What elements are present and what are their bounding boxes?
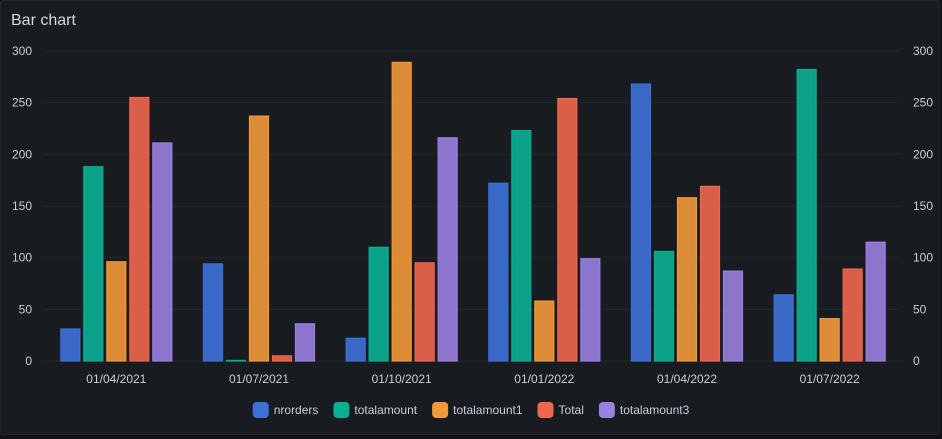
y-tick-label-right: 100 — [913, 251, 933, 265]
bar-Total[interactable] — [699, 185, 721, 362]
legend-label: totalamount — [354, 403, 417, 417]
grid-lines — [45, 50, 901, 362]
legend-swatch — [598, 402, 615, 418]
bar-nrorders[interactable] — [488, 182, 509, 362]
bar-totalamount[interactable] — [796, 68, 817, 362]
bar-totalamount1[interactable] — [819, 318, 840, 362]
bar-totalamount1[interactable] — [391, 61, 412, 362]
legend-label: totalamount3 — [620, 403, 690, 417]
x-tick-label: 01/10/2021 — [372, 372, 432, 386]
y-tick-label-right: 50 — [913, 302, 927, 316]
legend-item-totalamount1[interactable]: totalamount1 — [432, 402, 523, 418]
x-tick-label: 01/04/2022 — [657, 372, 717, 386]
y-tick-label-right: 150 — [913, 199, 933, 213]
legend-item-Total[interactable]: Total — [537, 402, 584, 418]
bar-totalamount3[interactable] — [152, 142, 173, 362]
y-tick-label-left: 300 — [12, 44, 32, 58]
y-tick-label-left: 250 — [12, 96, 32, 110]
bar-totalamount[interactable] — [83, 166, 104, 362]
y-tick-label-left: 200 — [12, 147, 32, 161]
bar-Total[interactable] — [557, 97, 578, 362]
y-tick-label-left: 150 — [12, 199, 32, 213]
legend-swatch — [432, 402, 449, 418]
bar-totalamount3[interactable] — [865, 241, 886, 362]
legend-item-totalamount3[interactable]: totalamount3 — [598, 402, 690, 418]
x-tick-label: 01/01/2022 — [514, 372, 574, 386]
y-axis-right: 0 50 100 150 200 250 300 — [913, 44, 933, 368]
x-tick-label: 01/07/2021 — [229, 372, 289, 386]
x-tick-label: 01/07/2022 — [800, 372, 860, 386]
bar-Total[interactable] — [271, 355, 293, 362]
bar-totalamount1[interactable] — [106, 261, 127, 362]
panel-title: Bar chart — [11, 12, 76, 29]
y-tick-label-left: 0 — [25, 354, 32, 368]
x-axis: 01/04/2021 01/07/2021 01/10/2021 01/01/2022… — [86, 372, 860, 386]
y-axis-left: 0 50 100 150 200 250 300 — [12, 44, 32, 368]
bar-totalamount3[interactable] — [437, 137, 458, 362]
legend: nrorders totalamount totalamount1 Total tota… — [252, 402, 690, 418]
legend-swatch — [252, 402, 269, 418]
bar-Total[interactable] — [842, 268, 863, 362]
bar-totalamount1[interactable] — [534, 300, 555, 362]
bar-totalamount3[interactable] — [722, 270, 744, 362]
legend-item-totalamount[interactable]: totalamount — [333, 402, 418, 418]
bar-totalamount1[interactable] — [676, 197, 698, 362]
bar-nrorders[interactable] — [773, 294, 794, 362]
legend-swatch — [333, 402, 350, 418]
y-tick-label-right: 0 — [913, 354, 920, 368]
bar-Total[interactable] — [129, 96, 150, 362]
bar-totalamount3[interactable] — [580, 258, 601, 362]
legend-label: totalamount1 — [453, 403, 523, 417]
bar-totalamount[interactable] — [653, 250, 675, 362]
y-tick-label-right: 300 — [913, 44, 933, 58]
y-tick-label-right: 200 — [913, 147, 933, 161]
legend-label: Total — [559, 403, 584, 417]
bar-totalamount[interactable] — [511, 129, 532, 362]
bar-nrorders[interactable] — [60, 328, 81, 362]
bar-totalamount[interactable] — [225, 359, 247, 362]
bars — [60, 61, 886, 362]
legend-item-nrorders[interactable]: nrorders — [252, 402, 319, 418]
legend-label: nrorders — [274, 403, 319, 417]
bar-totalamount3[interactable] — [294, 323, 316, 362]
y-tick-label-left: 50 — [19, 302, 33, 316]
bar-nrorders[interactable] — [630, 83, 652, 362]
y-tick-label-left: 100 — [12, 251, 32, 265]
bar-nrorders[interactable] — [345, 337, 366, 362]
bar-nrorders[interactable] — [202, 263, 224, 362]
x-tick-label: 01/04/2021 — [86, 372, 146, 386]
bar-totalamount[interactable] — [368, 246, 389, 362]
legend-swatch — [537, 402, 554, 418]
y-tick-label-right: 250 — [913, 96, 933, 110]
bar-Total[interactable] — [414, 262, 435, 362]
bar-totalamount1[interactable] — [248, 115, 270, 362]
